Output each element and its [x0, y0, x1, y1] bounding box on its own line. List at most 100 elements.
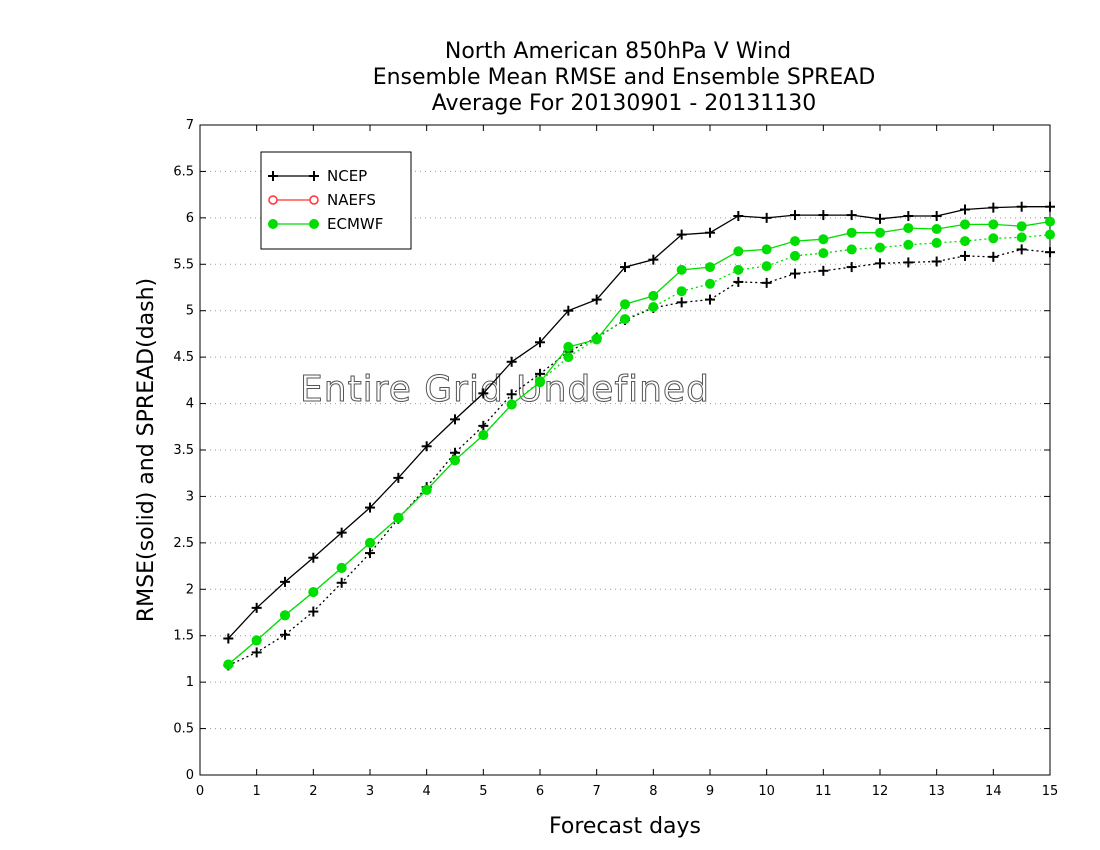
data-point-ncep-rmse — [676, 229, 687, 240]
legend-entry-ncep: NCEP — [268, 167, 367, 185]
y-tick-label: 7 — [186, 118, 194, 133]
y-tick-label: 6 — [186, 211, 194, 226]
data-point-spread-spread — [733, 264, 744, 275]
data-point-ncep-rmse — [931, 211, 942, 221]
data-point-spread-spread — [931, 256, 942, 267]
data-point-spread-spread — [931, 237, 942, 248]
series-line-spread-spread — [227, 233, 1051, 665]
data-point-ecmwf-rmse — [1016, 221, 1027, 232]
data-point-spread-spread — [733, 276, 744, 287]
series-ecmwf-rmse — [223, 216, 1055, 670]
chart-title: North American 850hPa V Wind Ensemble Me… — [373, 39, 876, 116]
data-point-ecmwf-rmse — [903, 223, 914, 234]
undefined-grid-annotation: Entire Grid Undefined — [300, 369, 710, 410]
legend-marker — [268, 219, 278, 229]
data-point-spread-spread — [705, 278, 715, 289]
data-point-spread-spread — [988, 251, 999, 262]
data-point-spread-spread — [620, 314, 630, 325]
series-spread-spread — [223, 244, 1055, 671]
legend-label: NCEP — [327, 167, 367, 185]
data-point-ecmwf-rmse — [818, 234, 829, 245]
data-point-spread-spread — [705, 294, 715, 305]
y-tick-label: 4.5 — [173, 350, 194, 365]
y-tick-label: 2.5 — [173, 536, 194, 551]
data-point-spread-spread — [251, 647, 262, 658]
y-tick-label: 4 — [186, 397, 194, 412]
x-tick-label: 3 — [366, 784, 374, 799]
x-tick-label: 10 — [758, 784, 775, 799]
data-point-ecmwf-rmse — [535, 377, 545, 388]
legend-marker — [268, 171, 278, 181]
y-tick-label: 3.5 — [173, 443, 194, 458]
data-point-ecmwf-rmse — [676, 264, 687, 275]
data-point-ncep-rmse — [393, 472, 404, 483]
data-point-ecmwf-rmse — [223, 659, 234, 670]
x-tick-label: 13 — [928, 784, 945, 799]
x-tick-label: 7 — [593, 784, 601, 799]
data-point-spread-spread — [846, 244, 857, 255]
legend-marker — [309, 171, 319, 181]
data-point-spread-spread — [1016, 244, 1027, 255]
data-point-spread-spread — [1045, 229, 1055, 240]
data-point-ncep-rmse — [1045, 201, 1055, 212]
data-point-ecmwf-rmse — [988, 219, 999, 230]
data-point-ncep-rmse — [336, 527, 347, 538]
legend-marker — [309, 195, 319, 205]
data-point-spread-spread — [818, 265, 829, 276]
data-point-ncep-rmse — [903, 211, 914, 221]
data-point-ncep-rmse — [761, 212, 772, 223]
x-tick-label: 11 — [815, 784, 832, 799]
data-point-ecmwf-rmse — [506, 399, 517, 410]
data-point-ncep-rmse — [846, 210, 857, 221]
data-point-ncep-rmse — [308, 552, 319, 563]
x-axis-ticks: 0 1 2 3 4 5 6 7 8 9 10 11 12 13 14 15 — [196, 125, 1058, 799]
y-tick-label: 0.5 — [173, 722, 194, 737]
data-point-spread-spread — [875, 258, 885, 269]
data-point-spread-spread — [790, 268, 800, 279]
data-point-spread-spread — [648, 302, 659, 312]
data-point-spread-spread — [903, 257, 914, 268]
y-tick-label: 3 — [186, 489, 194, 504]
y-axis-label: RMSE(solid) and SPREAD(dash) — [134, 278, 159, 622]
y-tick-label: 1.5 — [173, 629, 194, 644]
legend-marker — [268, 195, 278, 205]
x-tick-label: 9 — [706, 784, 714, 799]
data-point-ncep-rmse — [365, 502, 375, 513]
x-tick-label: 4 — [423, 784, 431, 799]
data-point-ncep-rmse — [450, 414, 460, 425]
data-point-ecmwf-rmse — [478, 430, 489, 441]
series-line-spread-spread — [228, 248, 1051, 666]
x-axis-label: Forecast days — [549, 814, 701, 839]
data-point-ncep-rmse — [790, 210, 800, 221]
x-tick-label: 12 — [872, 784, 889, 799]
series-ncep-rmse — [223, 201, 1055, 644]
data-point-ecmwf-rmse — [846, 227, 857, 238]
data-point-spread-spread — [563, 352, 574, 363]
legend-label: NAEFS — [327, 191, 376, 209]
data-point-spread-spread — [676, 286, 687, 297]
data-point-ecmwf-rmse — [790, 236, 800, 247]
x-tick-label: 5 — [479, 784, 487, 799]
y-tick-label: 0 — [186, 768, 194, 783]
x-tick-label: 14 — [985, 784, 1002, 799]
data-point-ncep-rmse — [478, 388, 489, 399]
x-tick-label: 0 — [196, 784, 204, 799]
data-point-ncep-rmse — [988, 202, 999, 213]
data-point-ncep-rmse — [591, 294, 602, 305]
data-point-spread-spread — [308, 606, 319, 617]
x-tick-label: 8 — [649, 784, 657, 799]
data-point-ecmwf-rmse — [280, 610, 290, 621]
data-point-ecmwf-rmse — [450, 455, 460, 466]
data-point-ecmwf-rmse — [308, 587, 319, 598]
y-gridlines — [200, 170, 1050, 730]
data-point-ncep-rmse — [620, 262, 630, 273]
x-tick-label: 6 — [536, 784, 544, 799]
data-point-ncep-rmse — [1016, 201, 1027, 212]
data-point-ncep-rmse — [506, 356, 517, 367]
data-point-spread-spread — [903, 239, 914, 250]
data-point-spread-spread — [875, 242, 885, 253]
y-tick-label: 2 — [186, 582, 194, 597]
chart-title-line-3: Average For 20130901 - 20131130 — [432, 91, 817, 116]
data-point-ecmwf-rmse — [251, 635, 262, 646]
y-tick-label: 6.5 — [173, 164, 194, 179]
